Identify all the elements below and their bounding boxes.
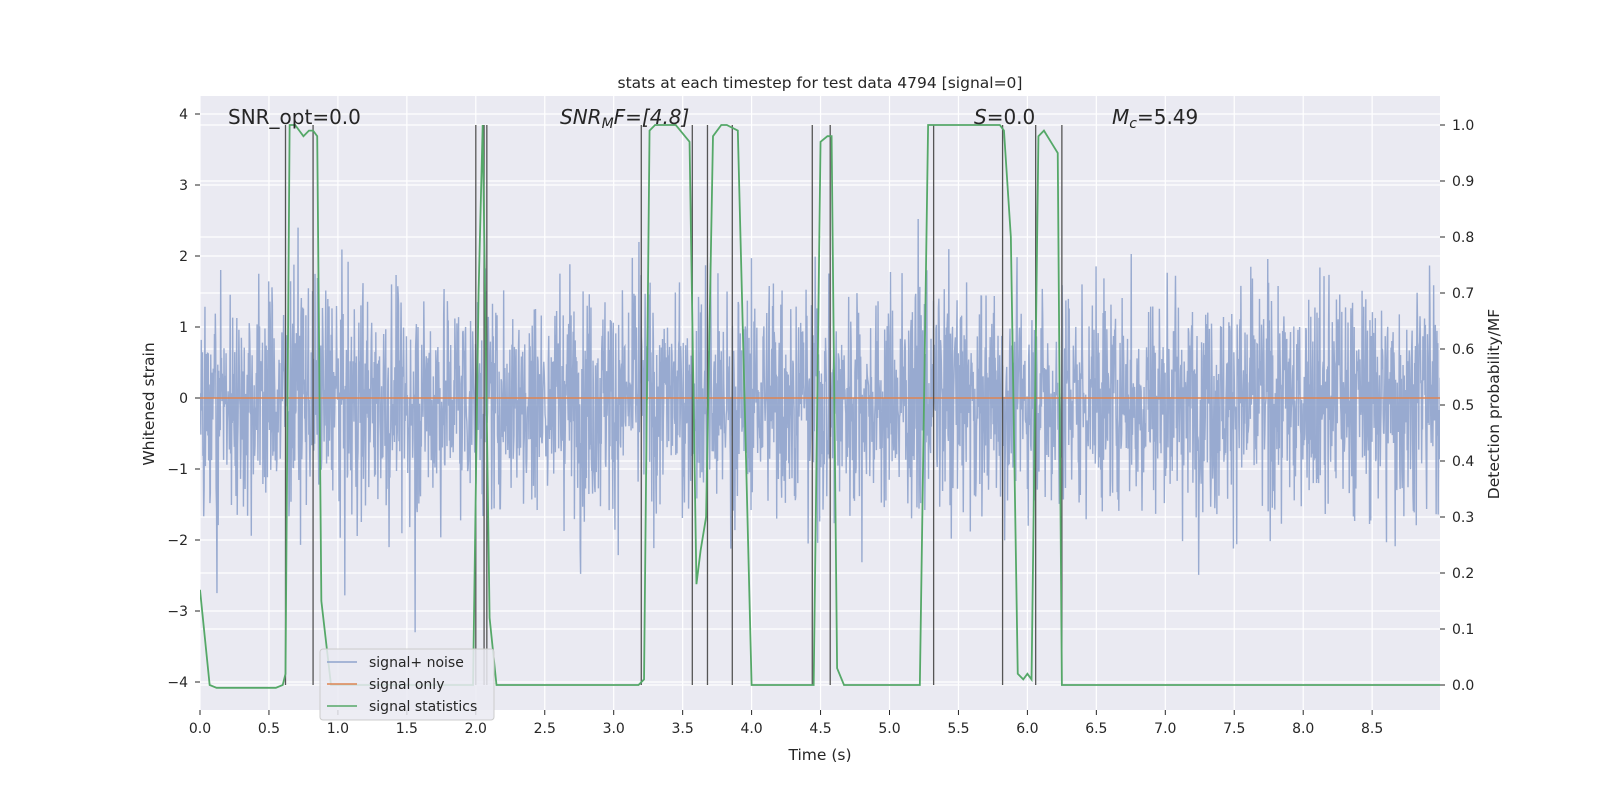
x-tick-label: 3.0 bbox=[603, 721, 625, 737]
y2-tick-label: 0.8 bbox=[1452, 230, 1474, 246]
signal-noise-line bbox=[200, 218, 1440, 633]
signal-statistics-series bbox=[200, 124, 1440, 689]
x-tick-label: 7.5 bbox=[1223, 721, 1245, 737]
signal-statistics-line bbox=[200, 124, 1440, 689]
x-tick-label: 4.5 bbox=[809, 721, 831, 737]
y2-tick-label: 0.5 bbox=[1452, 398, 1474, 414]
mc-annotation: Mc=5.49 bbox=[1112, 105, 1198, 132]
snr-mf-rest: F=[4.8] bbox=[614, 105, 690, 129]
y2-tick-label: 0.7 bbox=[1452, 286, 1474, 302]
x-tick-label: 8.5 bbox=[1361, 721, 1383, 737]
x-tick-label: 1.5 bbox=[396, 721, 418, 737]
x-tick-label: 6.0 bbox=[1016, 721, 1038, 737]
x-tick-label: 7.0 bbox=[1154, 721, 1176, 737]
y2-tick-label: 0.0 bbox=[1452, 678, 1474, 694]
legend-label-signal-noise: signal+ noise bbox=[369, 655, 464, 671]
legend-label-signal-statistics: signal statistics bbox=[369, 699, 477, 715]
y2-tick-label: 0.2 bbox=[1452, 566, 1474, 582]
y-tick-label: −3 bbox=[167, 604, 188, 620]
chart-title: stats at each timestep for test data 479… bbox=[618, 74, 1023, 92]
y-tick-label: −1 bbox=[167, 462, 188, 478]
x-tick-label: 1.0 bbox=[327, 721, 349, 737]
x-tick-label: 0.5 bbox=[258, 721, 280, 737]
x-tick-label: 6.5 bbox=[1085, 721, 1107, 737]
y-tick-label: 3 bbox=[179, 178, 188, 194]
s-annotation: S=0.0 bbox=[974, 105, 1035, 129]
snr-mf-annotation: SNRMF=[4.8] bbox=[560, 105, 689, 132]
x-tick-label: 5.0 bbox=[878, 721, 900, 737]
y-axis-ticks: 4 3 2 1 0 −1 −2 −3 −4 bbox=[167, 107, 200, 691]
x-tick-label: 8.0 bbox=[1292, 721, 1314, 737]
s-value: =0.0 bbox=[987, 105, 1036, 129]
y2-tick-label: 0.6 bbox=[1452, 342, 1474, 358]
legend: signal+ noise signal only signal statist… bbox=[319, 648, 495, 721]
snr-mf-base: SNR bbox=[560, 105, 602, 129]
y2-axis-ticks: 1.0 0.9 0.8 0.7 0.6 0.5 0.4 0.3 0.2 0.1 0.0 bbox=[1440, 118, 1474, 694]
mc-value: =5.49 bbox=[1137, 105, 1198, 129]
x-axis-ticks: 0.0 0.5 1.0 1.5 2.0 2.5 3.0 3.5 4.0 4.5 5.0 5.5 6.0 6… bbox=[189, 710, 1383, 737]
legend-box bbox=[319, 648, 495, 721]
snr-opt-annotation: SNR_opt=0.0 bbox=[228, 105, 361, 129]
snr-mf-sub: M bbox=[602, 116, 614, 132]
y-axis-label: Whitened strain bbox=[140, 342, 158, 465]
x-axis-label: Time (s) bbox=[787, 746, 851, 764]
x-tick-label: 0.0 bbox=[189, 721, 211, 737]
y-tick-label: 2 bbox=[179, 249, 188, 265]
y2-axis-label: Detection probability/MF bbox=[1485, 309, 1503, 500]
y-tick-label: 1 bbox=[179, 320, 188, 336]
legend-label-signal-only: signal only bbox=[369, 677, 444, 693]
x-tick-label: 3.5 bbox=[672, 721, 694, 737]
y2-tick-label: 0.3 bbox=[1452, 510, 1474, 526]
y2-tick-label: 0.9 bbox=[1452, 174, 1474, 190]
x-tick-label: 2.5 bbox=[534, 721, 556, 737]
x-tick-label: 2.0 bbox=[465, 721, 487, 737]
signal-noise-series bbox=[200, 218, 1440, 633]
s-label: S bbox=[974, 105, 987, 129]
x-tick-label: 5.5 bbox=[947, 721, 969, 737]
mc-sub: c bbox=[1129, 116, 1137, 132]
y2-tick-label: 0.4 bbox=[1452, 454, 1474, 470]
y-tick-label: −2 bbox=[167, 533, 188, 549]
y2-tick-label: 1.0 bbox=[1452, 118, 1474, 134]
x-tick-label: 4.0 bbox=[740, 721, 762, 737]
y-tick-label: −4 bbox=[167, 675, 188, 691]
y-tick-label: 4 bbox=[179, 107, 188, 123]
y-tick-label: 0 bbox=[179, 391, 188, 407]
mc-base: M bbox=[1112, 105, 1129, 129]
y2-tick-label: 0.1 bbox=[1452, 622, 1474, 638]
